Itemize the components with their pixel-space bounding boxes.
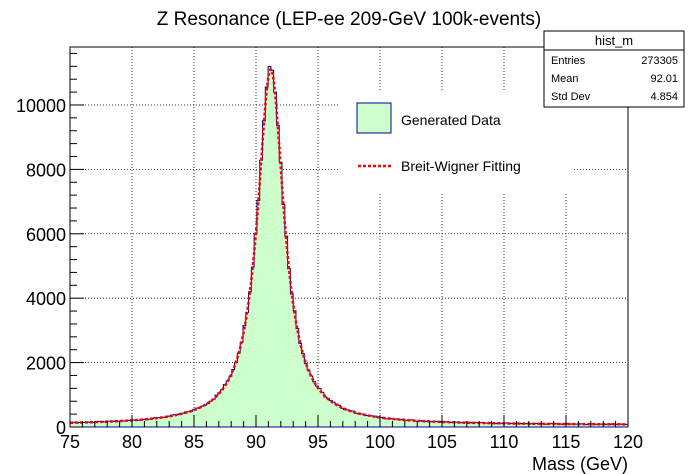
y-tick-label: 10000 (16, 96, 66, 116)
chart-title: Z Resonance (LEP-ee 209-GeV 100k-events) (157, 9, 541, 30)
y-tick-label: 8000 (26, 160, 66, 180)
fit-line (69, 67, 628, 426)
y-axis-ticks: 0 2000 4000 6000 8000 10000 (16, 52, 84, 438)
x-tick-label: 105 (427, 432, 457, 452)
x-tick-label: 100 (365, 432, 395, 452)
stats-stddev-value: 4.854 (650, 91, 678, 103)
x-tick-label: 85 (184, 432, 204, 452)
stats-box-title: hist_m (595, 33, 633, 48)
x-tick-label: 115 (552, 432, 581, 452)
legend-label-generated-data: Generated Data (401, 112, 501, 128)
stats-mean-label: Mean (551, 73, 579, 85)
x-tick-label: 90 (246, 432, 266, 452)
legend-label-fit: Breit-Wigner Fitting (401, 158, 521, 174)
stats-stddev-label: Std Dev (551, 91, 591, 103)
x-axis-ticks: 75 80 85 90 95 100 105 110 115 120 (60, 415, 643, 452)
y-tick-label: 2000 (26, 354, 66, 374)
y-tick-label: 0 (56, 418, 66, 438)
fit-series (69, 67, 628, 426)
x-tick-label: 95 (308, 432, 328, 452)
stats-box-frame (543, 30, 685, 108)
y-tick-label: 4000 (26, 289, 66, 309)
stats-box: hist_m Entries 273305 Mean 92.01 Std Dev… (543, 30, 685, 108)
x-axis-label: Mass (GeV) (532, 454, 628, 474)
x-tick-label: 80 (122, 432, 142, 452)
x-tick-label: 120 (613, 432, 643, 452)
x-tick-label: 75 (60, 432, 80, 452)
x-tick-label: 110 (490, 432, 519, 452)
y-tick-label: 6000 (26, 225, 66, 245)
stats-entries-label: Entries (551, 55, 586, 67)
stats-mean-value: 92.01 (650, 73, 678, 85)
legend: Generated Data Breit-Wigner Fitting (340, 92, 572, 192)
legend-swatch-generated-data (356, 102, 392, 134)
stats-entries-value: 273305 (641, 55, 678, 67)
